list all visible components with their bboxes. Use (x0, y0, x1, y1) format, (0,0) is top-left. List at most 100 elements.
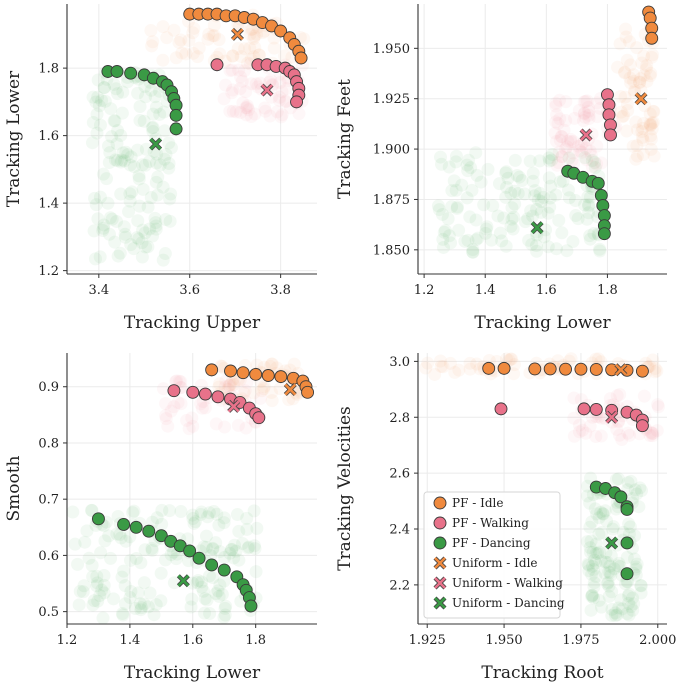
data-point (574, 362, 588, 376)
x-axis-label: Tracking Lower (474, 313, 611, 333)
series-pf-idle (482, 361, 649, 378)
y-tick-label: 1.950 (373, 42, 410, 57)
data-point (274, 24, 288, 38)
y-tick-label: 1.875 (373, 193, 410, 208)
series-uniform-idle (283, 383, 297, 397)
series-pf-idle (183, 7, 308, 65)
series-uniform-dancing (176, 574, 190, 588)
legend-label: Uniform - Dancing (452, 596, 565, 610)
subplot-2: 1.2 1.4 1.6 1.8 1.850 1.875 1.900 1.925 1.950 Tra… (335, 4, 667, 333)
series-uniform-idle (230, 27, 244, 41)
y-axis-label: Tracking Feet (335, 79, 355, 199)
data-point (559, 362, 573, 376)
x-tick-label: 3.6 (179, 283, 200, 298)
y-tick-label: 1.850 (373, 243, 410, 258)
data-point (167, 384, 181, 398)
series-pf-idle (205, 363, 315, 399)
data-point (261, 369, 275, 382)
series-uniform-idle (634, 92, 648, 106)
data-point (183, 544, 197, 558)
series-pf-dancing (101, 65, 183, 136)
y-tick-label: 3.0 (389, 355, 410, 370)
data-point (290, 95, 303, 109)
series-pf-walking (210, 58, 306, 109)
y-tick-label: 1.900 (373, 143, 410, 158)
uniform-marker (530, 221, 544, 235)
x-tick-label: 1.8 (597, 283, 618, 298)
data-point (110, 65, 124, 78)
data-point (91, 512, 105, 526)
data-point (294, 51, 308, 65)
legend: PF - Idle PF - Walking PF - Dancing Uniform… (423, 491, 565, 619)
x-tick-label: 1.6 (536, 283, 557, 298)
legend-label: Uniform - Walking (452, 576, 563, 590)
x-tick-label: 1.2 (57, 633, 78, 648)
data-point (142, 524, 156, 538)
data-point (192, 551, 206, 565)
legend-item: Uniform - Idle (433, 556, 538, 570)
uniform-marker (605, 536, 619, 550)
uniform-marker (614, 363, 628, 377)
uniform-marker (605, 410, 619, 424)
data-point (210, 58, 224, 72)
data-point (274, 370, 288, 384)
series-uniform-dancing (149, 137, 163, 151)
y-axis-label: Smooth (4, 455, 24, 521)
data-point (252, 411, 266, 425)
legend-marker (433, 576, 447, 590)
data-point (577, 402, 591, 416)
data-point (217, 563, 231, 577)
uniform-marker (149, 137, 163, 151)
data-point (205, 363, 219, 377)
legend-marker (433, 516, 447, 530)
data-point (604, 128, 617, 142)
data-point (497, 361, 511, 375)
uniform-marker (634, 92, 648, 106)
uniform-marker (176, 574, 190, 588)
x-tick-label: 1.6 (182, 633, 203, 648)
y-axis-label: Tracking Velocities (335, 406, 355, 571)
data-point (620, 503, 634, 516)
y-tick-label: 0.5 (38, 605, 59, 620)
data-point (198, 387, 212, 401)
x-tick-label: 1.975 (562, 633, 599, 648)
y-tick-label: 1.2 (38, 264, 59, 279)
data-point (236, 366, 250, 380)
data-point (249, 367, 263, 381)
series-pf-dancing (561, 164, 611, 241)
x-tick-label: 1.2 (414, 283, 435, 298)
data-point (117, 518, 131, 531)
series-uniform-walking (260, 83, 274, 97)
y-tick-label: 2.8 (389, 411, 410, 426)
series-pf-dancing (91, 512, 258, 613)
uniform-marker (579, 128, 593, 142)
y-tick-label: 2.2 (389, 578, 410, 593)
series-pf-dancing (589, 480, 634, 581)
y-tick-label: 0.8 (38, 436, 59, 451)
data-point (211, 390, 225, 404)
data-point (614, 490, 628, 504)
data-point (186, 385, 200, 399)
data-point (591, 176, 605, 190)
data-point (605, 363, 619, 377)
series-uniform-idle (614, 363, 628, 377)
series-uniform-dancing (605, 536, 619, 550)
data-point (205, 558, 219, 572)
data-point (635, 419, 649, 433)
legend-label: Uniform - Idle (452, 556, 538, 570)
data-point (635, 364, 649, 378)
legend-item: Uniform - Dancing (433, 596, 565, 610)
y-tick-label: 0.9 (38, 380, 59, 395)
y-tick-label: 1.4 (38, 197, 59, 212)
data-point (589, 363, 603, 376)
uniform-marker (230, 27, 244, 41)
data-point (543, 362, 557, 376)
uniform-marker (227, 399, 241, 413)
x-tick-label: 1.4 (475, 283, 496, 298)
data-point (154, 529, 168, 543)
subplot-4: 1.925 1.950 1.975 2.000 2.2 2.4 2.6 2.8 3.0 Track… (335, 352, 676, 683)
subplot-1: 3.4 3.6 3.8 1.2 1.4 1.6 1.8 Tracking Upper Track… (4, 4, 317, 333)
data-point (124, 66, 138, 80)
series-uniform-dancing (530, 221, 544, 235)
